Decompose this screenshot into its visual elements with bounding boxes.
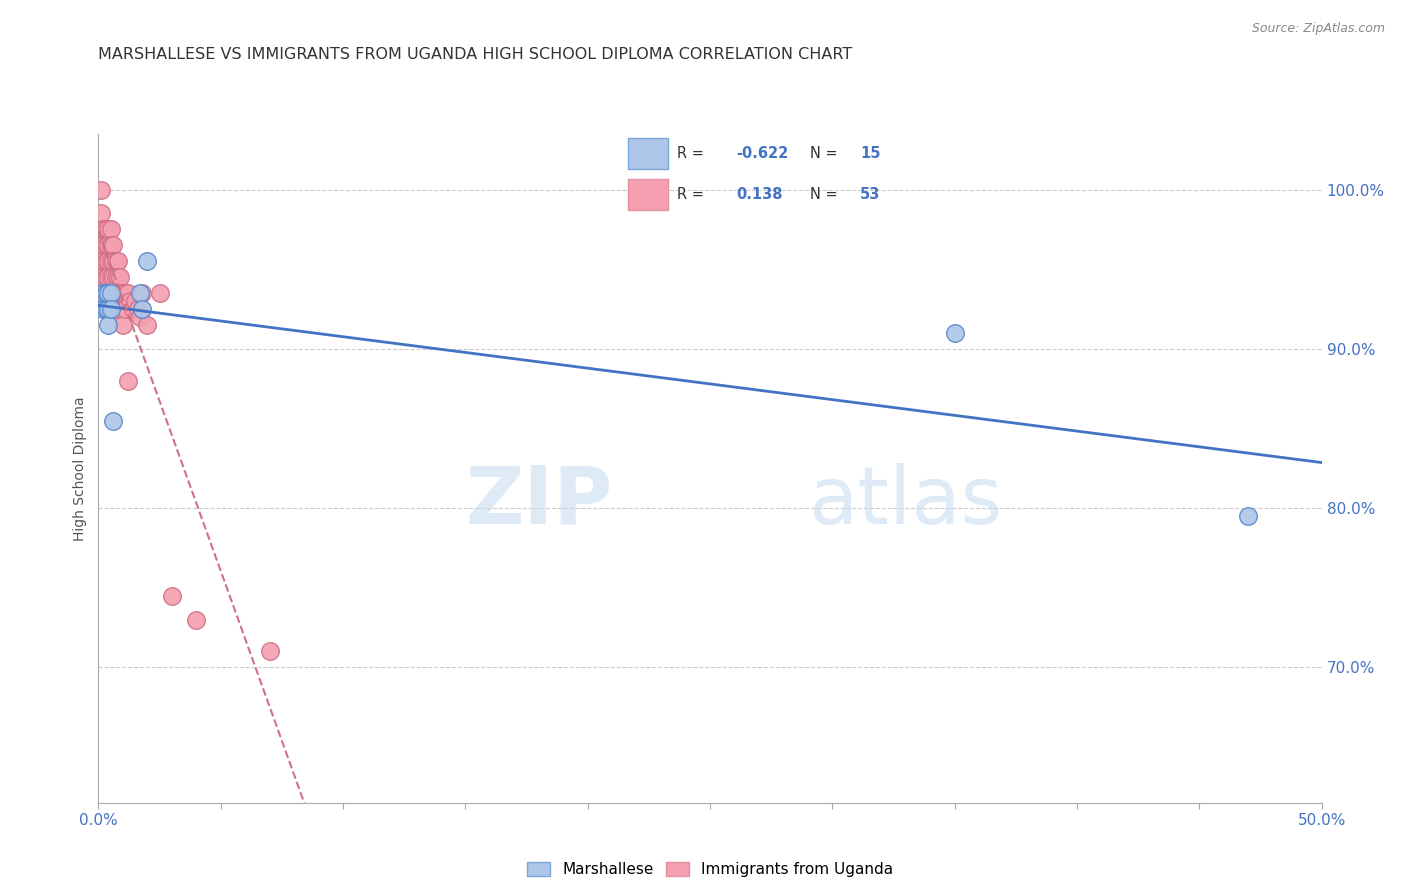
Text: 0.138: 0.138 <box>737 187 783 202</box>
Point <box>104 301 127 316</box>
Point <box>94 286 117 301</box>
Point <box>100 286 122 301</box>
Point <box>943 326 966 340</box>
Point <box>101 270 124 285</box>
Y-axis label: High School Diploma: High School Diploma <box>73 396 87 541</box>
Text: ZIP: ZIP <box>465 463 612 541</box>
Point <box>100 286 122 301</box>
Text: N =: N = <box>810 187 842 202</box>
Text: MARSHALLESE VS IMMIGRANTS FROM UGANDA HIGH SCHOOL DIPLOMA CORRELATION CHART: MARSHALLESE VS IMMIGRANTS FROM UGANDA HI… <box>98 47 852 62</box>
Point <box>111 286 134 301</box>
Text: 15: 15 <box>860 146 880 161</box>
Point <box>186 613 208 627</box>
Text: Source: ZipAtlas.com: Source: ZipAtlas.com <box>1251 22 1385 36</box>
Point <box>104 254 127 268</box>
Point <box>97 238 120 252</box>
Point <box>1237 509 1260 524</box>
Point <box>117 286 139 301</box>
Point <box>117 374 139 388</box>
Point <box>101 254 124 268</box>
Point <box>114 301 136 316</box>
Point <box>91 301 114 316</box>
Point <box>104 286 127 301</box>
Legend: Marshallese, Immigrants from Uganda: Marshallese, Immigrants from Uganda <box>520 855 900 883</box>
Point <box>94 270 117 285</box>
Bar <box>628 179 668 210</box>
Point <box>97 318 120 332</box>
Point <box>97 270 120 285</box>
Point <box>149 286 172 301</box>
Point <box>97 286 120 301</box>
Point <box>97 301 120 316</box>
Point <box>100 270 122 285</box>
Point <box>129 286 152 301</box>
Point <box>136 254 159 268</box>
Point <box>114 286 136 301</box>
Point <box>100 238 122 252</box>
Point <box>107 286 129 301</box>
Point <box>91 286 114 301</box>
Text: -0.622: -0.622 <box>737 146 789 161</box>
Point <box>94 254 117 268</box>
Point <box>94 238 117 252</box>
Bar <box>628 138 668 169</box>
Point <box>97 254 120 268</box>
Point <box>136 318 159 332</box>
Point <box>94 301 117 316</box>
Point <box>127 301 149 316</box>
Point <box>90 182 112 196</box>
Text: R =: R = <box>678 187 709 202</box>
Point <box>111 318 134 332</box>
Point <box>101 301 124 316</box>
Point <box>100 254 122 268</box>
Point <box>101 238 124 252</box>
Point <box>160 589 183 603</box>
Point <box>101 286 124 301</box>
Point <box>91 238 114 252</box>
Point <box>104 270 127 285</box>
Point <box>94 286 117 301</box>
Point <box>259 644 281 658</box>
Point <box>110 286 132 301</box>
Point <box>91 270 114 285</box>
Point <box>131 301 153 316</box>
Point <box>97 286 120 301</box>
Point <box>121 301 143 316</box>
Text: N =: N = <box>810 146 842 161</box>
Point <box>110 270 132 285</box>
Point <box>129 310 152 324</box>
Point <box>91 222 114 236</box>
Point <box>100 222 122 236</box>
Point <box>90 206 112 220</box>
Point <box>124 293 146 308</box>
Point <box>97 222 120 236</box>
Point <box>107 270 129 285</box>
Point <box>107 254 129 268</box>
Point <box>94 222 117 236</box>
Point <box>100 301 122 316</box>
Point <box>131 286 153 301</box>
Text: atlas: atlas <box>808 463 1002 541</box>
Point <box>120 293 142 308</box>
Text: 53: 53 <box>860 187 880 202</box>
Point <box>101 413 124 427</box>
Point <box>91 254 114 268</box>
Text: R =: R = <box>678 146 709 161</box>
Point <box>100 301 122 316</box>
